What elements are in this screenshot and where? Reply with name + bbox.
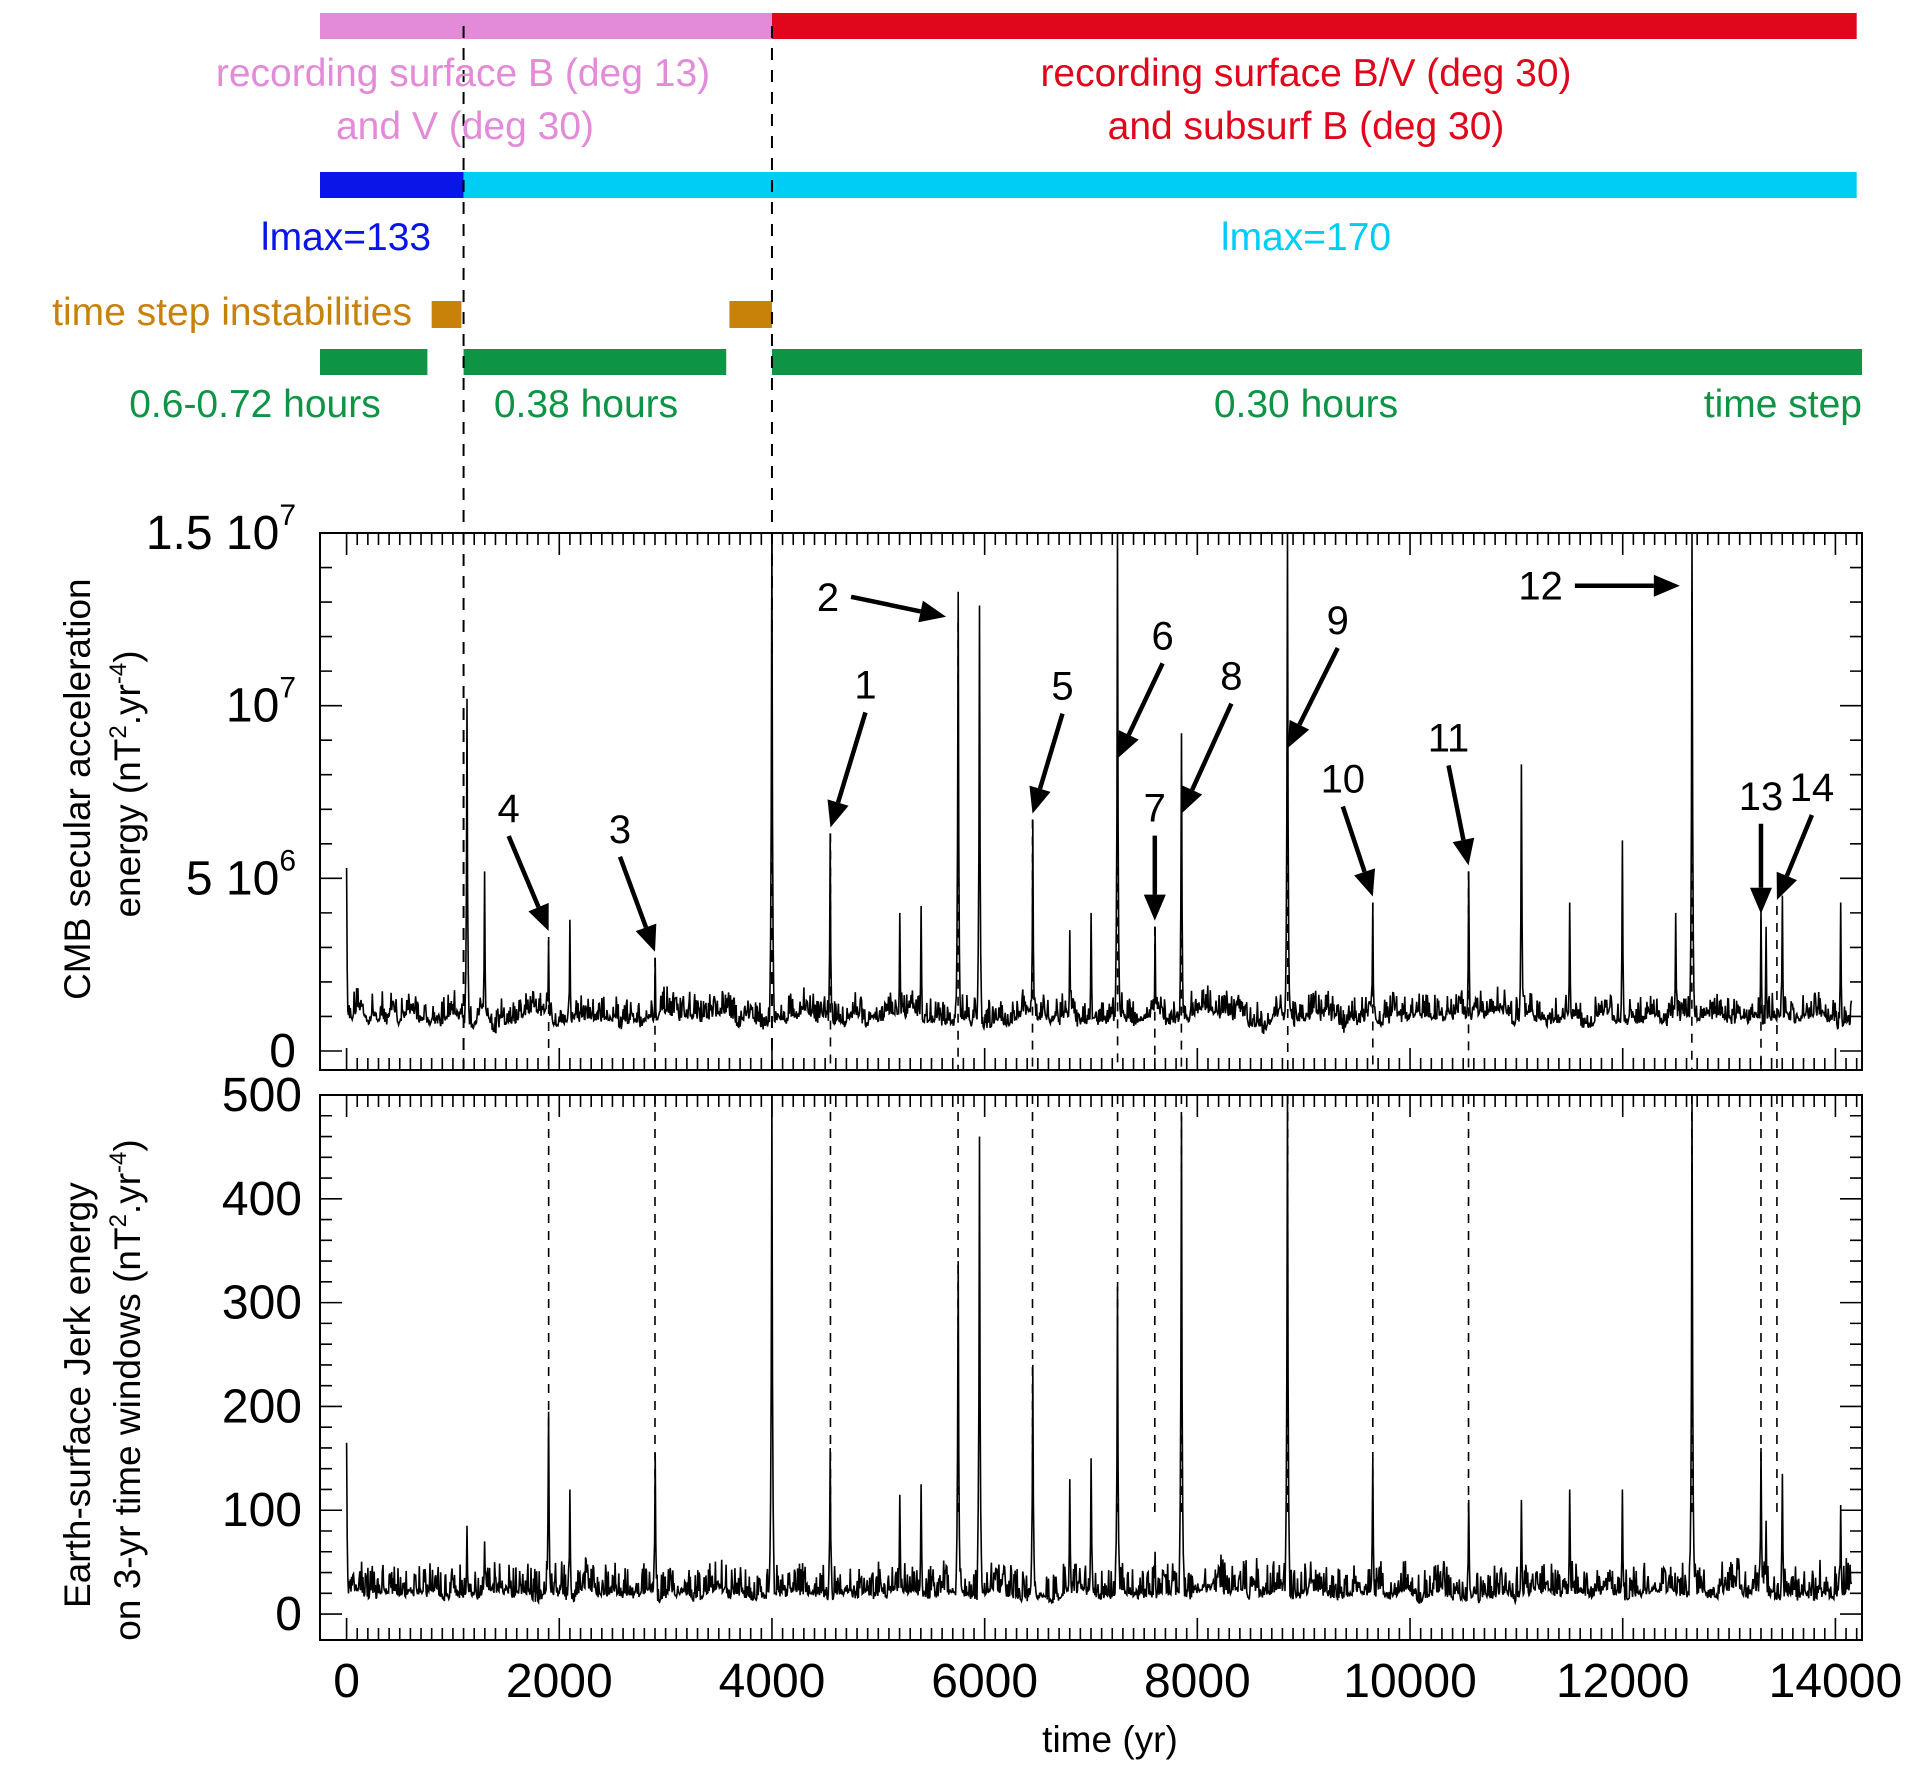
p0-ticks-x-ticks [345,533,1858,1070]
timeline-header: recording surface B (deg 13) and V (deg … [52,13,1862,1070]
cmb-y-axis-label-line1: CMB secular acceleration [57,578,98,1000]
lmax-170-label: lmax=170 [1221,216,1391,259]
timestep-label-3: 0.30 hours [1214,383,1398,426]
jerk-y-tick-label: 200 [222,1380,302,1433]
event-label-9: 9 [1327,599,1349,643]
cmb-axis-ticks [320,532,1862,1070]
event-label-6: 6 [1151,614,1173,658]
jerk-y-ticks [320,1094,1862,1615]
event-arrow-5: 5 [1029,665,1074,814]
event-label-12: 12 [1518,565,1563,609]
event-label-10: 10 [1321,758,1366,802]
instability-bar-2 [729,301,772,328]
event-arrow-6: 6 [1117,614,1174,759]
jerk-panel: 0 100 200 300 400 500 0 2000 4000 6000 8000 10000 1… [57,1069,1902,1760]
event-label-2: 2 [817,576,839,620]
event-label-3: 3 [609,808,631,852]
event-arrow-14: 14 [1776,766,1835,900]
x-tick-label: 10000 [1343,1655,1476,1708]
p1-ticks-x-ticks [345,1095,1858,1640]
jerk-y-tick-label: 400 [222,1173,302,1226]
instabilities-label: time step instabilities [52,291,412,334]
lmax-bar-133 [320,172,464,198]
cmb-y-axis-label: CMB secular acceleration energy (nT2.yr-… [57,568,148,1000]
jerk-y-tick-label: 300 [222,1277,302,1330]
jerk-y-axis-label: Earth-surface Jerk energy on 3-yr time w… [57,1139,148,1640]
jerk-y-axis-label-line2: on 3-yr time windows (nT2.yr-4) [105,1139,148,1640]
recording-early-label-2: and V (deg 30) [336,105,594,148]
timeline-bars [320,13,1862,375]
x-tick-label: 8000 [1144,1655,1251,1708]
jerk-y-tick-labels: 0 100 200 300 400 500 [222,1069,302,1641]
cmb-energy-series [345,532,1853,1034]
x-tick-label: 14000 [1769,1655,1902,1708]
event-arrow-3: 3 [609,808,657,952]
x-tick-label: 6000 [931,1655,1038,1708]
jerk-y-tick-label: 500 [222,1069,302,1122]
event-arrow-13: 13 [1739,775,1784,914]
event-label-4: 4 [498,787,520,831]
event-label-1: 1 [854,663,876,707]
jerk-y-tick-label: 100 [222,1484,302,1537]
cmb-y-tick-label: 5 106 [186,844,296,905]
event-arrow-8: 8 [1181,655,1243,814]
event-arrow-11: 11 [1428,716,1475,866]
timestep-label-2: 0.38 hours [494,383,678,426]
event-arrow-1: 1 [827,663,877,828]
timestep-title: time step [1704,383,1862,426]
recording-early-label-1: recording surface B (deg 13) [216,52,710,95]
recording-bar-early [320,13,772,39]
x-tick-label: 0 [333,1655,360,1708]
jerk-y-tick-label: 0 [275,1588,302,1641]
jerk-energy-series [345,1094,1853,1606]
cmb-y-ticks [320,532,1862,1052]
cmb-y-tick-labels: 0 5 106 107 1.5 107 [146,499,296,1078]
x-tick-label: 4000 [719,1655,826,1708]
event-arrow-2: 2 [817,576,947,623]
timestep-bar-3 [771,349,1862,375]
recording-late-label-2: and subsurf B (deg 30) [1108,105,1505,148]
cmb-y-tick-label: 107 [226,672,296,733]
event-arrow-9: 9 [1287,599,1349,749]
cmb-y-axis-label-line2: energy (nT2.yr-4) [105,650,148,917]
event-label-5: 5 [1051,665,1073,709]
lmax-bar-170 [463,172,1857,198]
event-arrow-10: 10 [1321,758,1376,897]
x-tick-label: 2000 [506,1655,613,1708]
event-label-11: 11 [1428,716,1470,760]
x-tick-labels: 0 2000 4000 6000 8000 10000 12000 14000 [333,1655,1902,1708]
jerk-y-axis-label-line1: Earth-surface Jerk energy [57,1182,98,1608]
x-axis-label: time (yr) [1042,1719,1178,1760]
cmb-y-tick-label: 0 [269,1025,296,1078]
event-label-13: 13 [1739,775,1784,819]
event-label-7: 7 [1144,787,1166,831]
timestep-bar-1 [320,349,428,375]
instability-bar-1 [431,301,462,328]
recording-late-label-1: recording surface B/V (deg 30) [1040,52,1571,95]
event-arrow-7: 7 [1144,787,1166,921]
event-label-8: 8 [1220,655,1242,699]
lmax-133-label: lmax=133 [261,216,431,259]
cmb-event-dashes [547,591,1778,1070]
timestep-bar-2 [463,349,727,375]
x-tick-label: 12000 [1556,1655,1689,1708]
event-arrow-4: 4 [498,787,549,932]
jerk-event-dashes [547,1095,1778,1520]
timestep-label-1: 0.6-0.72 hours [129,383,381,426]
event-arrow-12: 12 [1518,565,1680,609]
jerk-axis-ticks [320,1094,1862,1640]
recording-bar-late [771,13,1857,39]
transition-dashed-lines [462,26,773,1070]
event-label-14: 14 [1790,766,1835,810]
cmb-y-tick-label: 1.5 107 [146,499,296,560]
